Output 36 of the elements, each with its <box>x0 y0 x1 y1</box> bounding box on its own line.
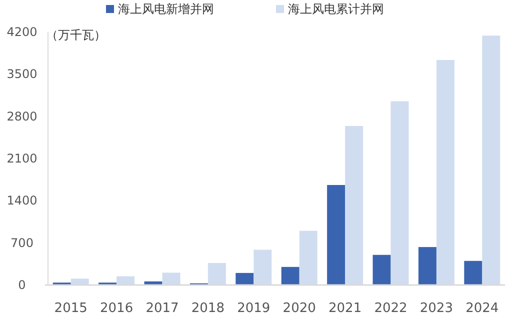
bar <box>418 247 436 285</box>
x-tick-label: 2015 <box>54 301 88 316</box>
y-axis-title: （万千瓦） <box>46 28 106 42</box>
x-tick-label: 2016 <box>100 301 134 316</box>
x-tick-label: 2020 <box>282 301 316 316</box>
x-tick-label: 2023 <box>420 301 453 316</box>
x-tick-label: 2022 <box>374 301 408 316</box>
bar <box>254 250 272 285</box>
y-tick-label: 2100 <box>6 152 38 166</box>
bar <box>482 36 500 285</box>
bar <box>327 185 346 285</box>
y-tick-label: 0 <box>18 278 26 292</box>
y-tick-label: 1400 <box>6 194 38 208</box>
bar <box>281 266 300 285</box>
bar <box>299 230 318 285</box>
bar <box>208 263 226 285</box>
x-tick-label: 2019 <box>237 301 270 316</box>
bar <box>464 260 482 285</box>
legend-label: 海上风电新增并网 <box>118 2 214 16</box>
x-tick-label: 2018 <box>191 301 224 316</box>
bar <box>70 278 89 285</box>
bar <box>116 276 135 285</box>
bar <box>372 254 391 285</box>
x-tick-label: 2017 <box>146 301 179 316</box>
bar <box>345 126 364 285</box>
bar <box>436 60 454 285</box>
bar <box>390 101 409 285</box>
y-tick-label: 3500 <box>6 67 38 82</box>
y-tick-label: 4200 <box>6 25 38 39</box>
y-tick-label: 2800 <box>6 109 38 124</box>
bar <box>162 272 180 285</box>
y-tick-label: 700 <box>10 236 34 250</box>
x-tick-label: 2021 <box>328 301 362 316</box>
bar <box>236 272 254 285</box>
x-tick-label: 2024 <box>466 301 499 316</box>
legend-label: 海上风电累计并网 <box>288 2 384 16</box>
